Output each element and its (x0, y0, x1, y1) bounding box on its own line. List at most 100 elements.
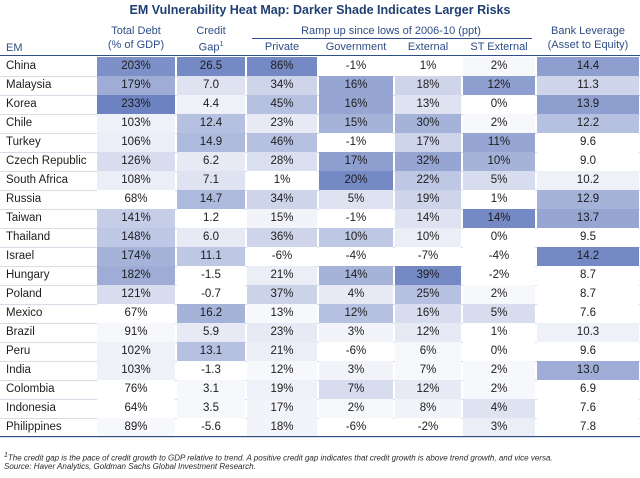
cell-private: 46% (247, 133, 317, 152)
cell-government: -6% (319, 418, 393, 437)
cell-private: 36% (247, 228, 317, 247)
cell-external: 39% (395, 266, 461, 285)
footnote-marker: 1 (4, 452, 8, 459)
row-label-china: China (6, 60, 37, 72)
cell-bank-leverage: 14.2 (537, 247, 639, 266)
cell-st-external: 1% (463, 323, 535, 342)
cell-st-external: 0% (463, 95, 535, 114)
cell-st-external: 2% (463, 285, 535, 304)
cell-total-debt: 233% (97, 95, 175, 114)
cell-credit-gap: 1.2 (177, 209, 245, 228)
cell-credit-gap: 16.2 (177, 304, 245, 323)
cell-st-external: 2% (463, 380, 535, 399)
cell-external: -7% (395, 247, 461, 266)
cell-total-debt: 68% (97, 190, 175, 209)
row-label-mexico: Mexico (6, 307, 43, 319)
cell-bank-leverage: 8.7 (537, 266, 639, 285)
cell-credit-gap: 12.4 (177, 114, 245, 133)
cell-private: 37% (247, 285, 317, 304)
cell-private: 23% (247, 323, 317, 342)
credit-gap-footnote-marker: 1 (219, 41, 224, 48)
cell-st-external: 5% (463, 304, 535, 323)
footnote-text: The credit gap is the pace of credit gro… (7, 453, 553, 463)
row-label-taiwan: Taiwan (6, 212, 42, 224)
cell-external: -2% (395, 418, 461, 437)
cell-st-external: 2% (463, 114, 535, 133)
cell-bank-leverage: 14.4 (537, 57, 639, 76)
cell-external: 7% (395, 361, 461, 380)
row-label-colombia: Colombia (6, 383, 55, 395)
cell-total-debt: 106% (97, 133, 175, 152)
cell-credit-gap: -1.5 (177, 266, 245, 285)
cell-total-debt: 91% (97, 323, 175, 342)
cell-external: 18% (395, 76, 461, 95)
cell-bank-leverage: 10.2 (537, 171, 639, 190)
cell-credit-gap: 3.1 (177, 380, 245, 399)
cell-credit-gap: 11.1 (177, 247, 245, 266)
cell-credit-gap: 6.2 (177, 152, 245, 171)
cell-government: -6% (319, 342, 393, 361)
cell-government: 2% (319, 399, 393, 418)
rampup-group-rule (252, 38, 532, 39)
cell-total-debt: 89% (97, 418, 175, 437)
cell-private: 19% (247, 380, 317, 399)
cell-bank-leverage: 6.9 (537, 380, 639, 399)
cell-private: 13% (247, 304, 317, 323)
cell-total-debt: 103% (97, 361, 175, 380)
cell-external: 8% (395, 399, 461, 418)
row-label-thailand: Thailand (6, 231, 51, 243)
row-label-israel: Israel (6, 250, 35, 262)
cell-private: 34% (247, 190, 317, 209)
cell-total-debt: 67% (97, 304, 175, 323)
cell-private: 28% (247, 152, 317, 171)
cell-credit-gap: 26.5 (177, 57, 245, 76)
cell-government: 3% (319, 323, 393, 342)
cell-bank-leverage: 13.7 (537, 209, 639, 228)
row-label-malaysia: Malaysia (6, 79, 52, 91)
cell-st-external: 11% (463, 133, 535, 152)
cell-st-external: 0% (463, 342, 535, 361)
cell-private: 17% (247, 399, 317, 418)
cell-credit-gap: 14.9 (177, 133, 245, 152)
cell-private: 12% (247, 361, 317, 380)
cell-bank-leverage: 7.8 (537, 418, 639, 437)
cell-st-external: 1% (463, 190, 535, 209)
header-em: EM (6, 42, 23, 54)
row-label-india: India (6, 364, 31, 376)
header-government: Government (325, 41, 387, 53)
cell-credit-gap: 5.9 (177, 323, 245, 342)
cell-government: -1% (319, 209, 393, 228)
cell-external: 32% (395, 152, 461, 171)
cell-private: 15% (247, 209, 317, 228)
header-bottom-rule (0, 55, 640, 56)
cell-total-debt: 121% (97, 285, 175, 304)
cell-bank-leverage: 13.0 (537, 361, 639, 380)
cell-bank-leverage: 7.6 (537, 399, 639, 418)
cell-total-debt: 148% (97, 228, 175, 247)
cell-external: 16% (395, 304, 461, 323)
cell-private: 1% (247, 171, 317, 190)
row-label-brazil: Brazil (6, 326, 35, 338)
cell-total-debt: 103% (97, 114, 175, 133)
cell-total-debt: 174% (97, 247, 175, 266)
chart-title: EM Vulnerability Heat Map: Darker Shade … (129, 3, 511, 17)
cell-bank-leverage: 9.0 (537, 152, 639, 171)
cell-external: 25% (395, 285, 461, 304)
cell-st-external: 10% (463, 152, 535, 171)
cell-external: 22% (395, 171, 461, 190)
cell-bank-leverage: 12.2 (537, 114, 639, 133)
header-st-external: ST External (470, 41, 528, 53)
row-label-korea: Korea (6, 98, 37, 110)
cell-bank-leverage: 11.3 (537, 76, 639, 95)
cell-external: 19% (395, 190, 461, 209)
cell-st-external: 3% (463, 418, 535, 437)
cell-private: 45% (247, 95, 317, 114)
header-bank-leverage-line1: Bank Leverage (551, 25, 625, 37)
cell-private: 34% (247, 76, 317, 95)
cell-total-debt: 182% (97, 266, 175, 285)
row-label-hungary: Hungary (6, 269, 50, 281)
cell-external: 12% (395, 380, 461, 399)
cell-external: 10% (395, 228, 461, 247)
row-label-peru: Peru (6, 345, 31, 357)
header-external: External (407, 41, 449, 53)
